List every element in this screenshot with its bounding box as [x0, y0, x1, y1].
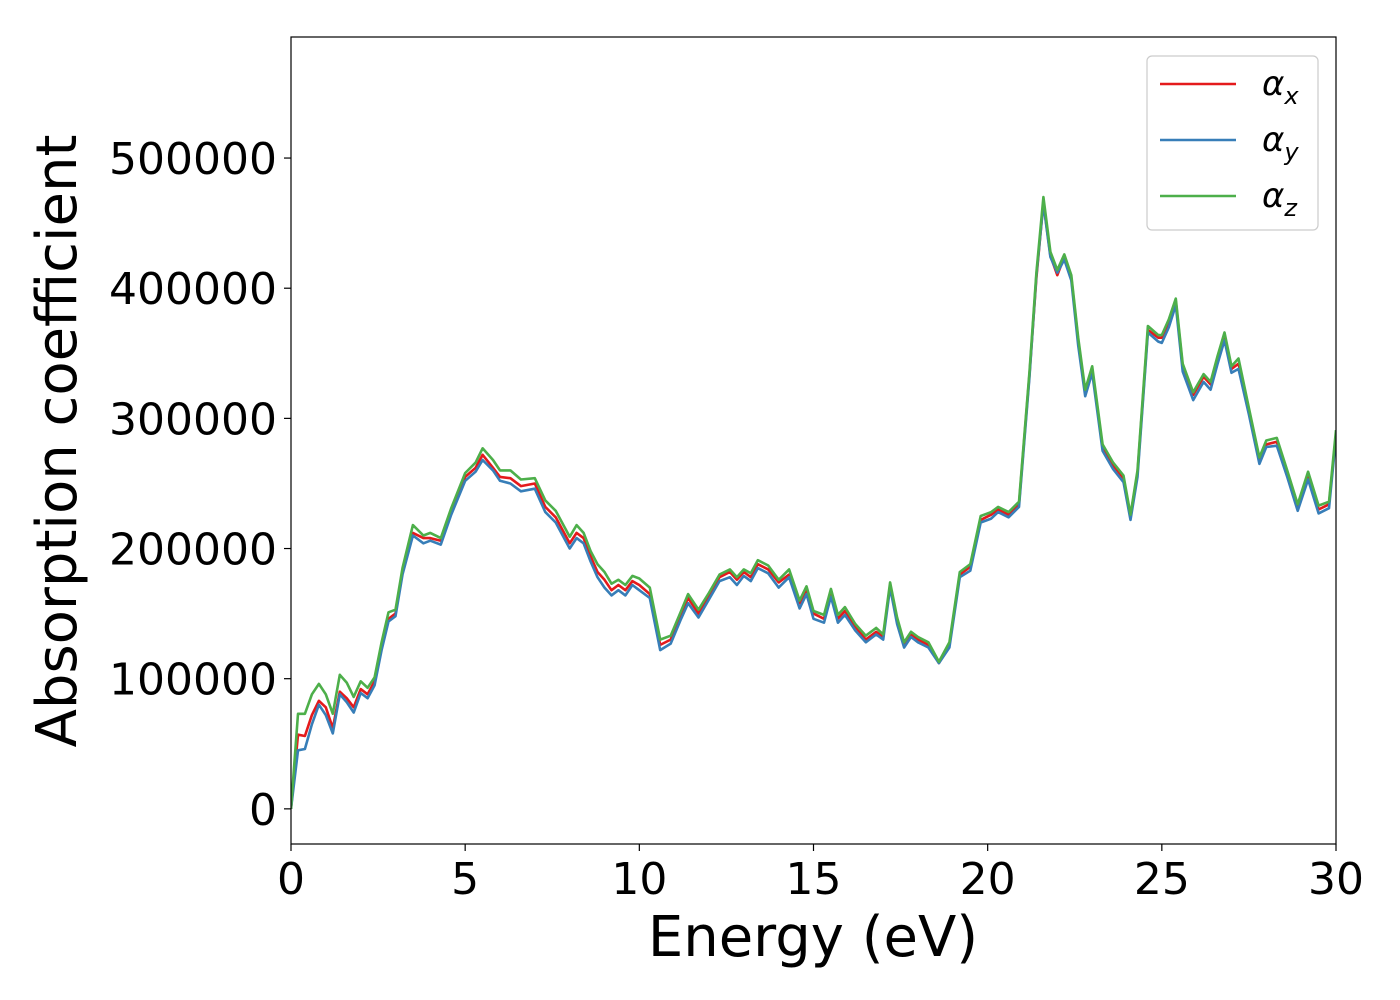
y-tick-label: 400000: [109, 264, 277, 315]
y-axis: 0 100000 200000 300000 400000 500000: [109, 134, 291, 836]
x-tick-label: 10: [611, 854, 667, 905]
x-axis-title: Energy (eV): [648, 905, 978, 970]
series-layer: [291, 195, 1336, 810]
legend-box: [1146, 55, 1319, 231]
x-tick-label: 15: [786, 854, 842, 905]
y-tick-label: 300000: [109, 394, 277, 445]
y-tick-label: 500000: [109, 134, 277, 185]
legend-label-z: αz: [1262, 176, 1298, 222]
x-tick-label: 5: [451, 854, 479, 905]
y-tick-label: 0: [249, 785, 277, 836]
y-tick-label: 200000: [109, 525, 277, 576]
legend: αx αy αz: [1146, 55, 1319, 231]
legend-label-y: αy: [1262, 120, 1299, 166]
x-tick-label: 0: [277, 854, 305, 905]
x-tick-label: 25: [1134, 854, 1190, 905]
series-line-z: [291, 195, 1336, 809]
x-axis: 0 5 10 15 20 25 30: [277, 844, 1364, 905]
y-axis-title: Absorption coefficient: [25, 135, 90, 748]
series-line-y: [291, 202, 1336, 810]
x-tick-label: 30: [1308, 854, 1364, 905]
x-tick-label: 20: [960, 854, 1016, 905]
legend-label-x: αx: [1262, 64, 1299, 110]
y-tick-label: 100000: [109, 655, 277, 706]
